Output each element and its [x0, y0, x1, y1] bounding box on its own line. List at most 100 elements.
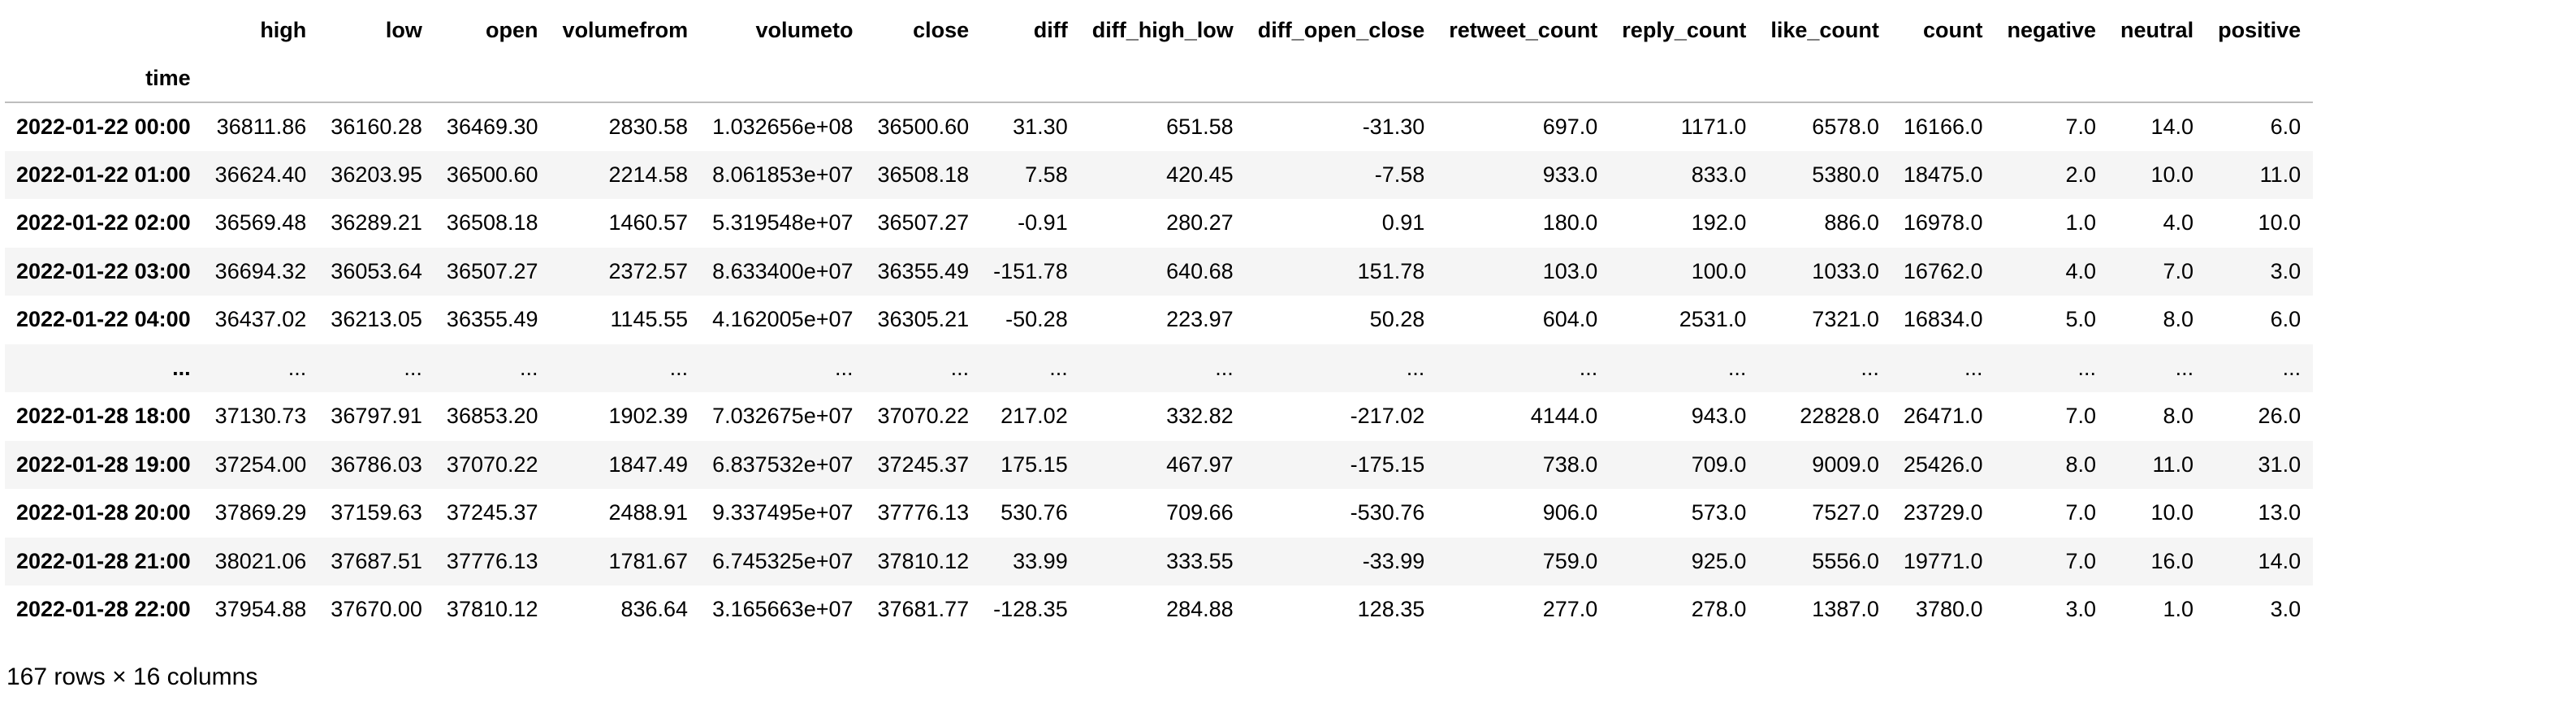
table-cell: 31.0 [2258, 452, 2302, 477]
table-cell: 37776.13 [877, 500, 970, 525]
table-cell: 604.0 [1542, 307, 1598, 332]
table-cell: 50.28 [1369, 307, 1425, 332]
table-cell: ... [1861, 355, 1879, 380]
shape-summary: 167 rows × 16 columns [6, 663, 258, 690]
table-cell: 7527.0 [1812, 500, 1879, 525]
table-cell: 933.0 [1542, 162, 1598, 187]
table-cell: 8.0 [2065, 452, 2097, 477]
table-header: high low open volumefrom volumeto close diff di… [5, 6, 2314, 102]
empty-header-cell [1437, 54, 1610, 102]
row-index-cell: 2022-01-22 04:00 [16, 307, 191, 332]
table-cell: 37776.13 [446, 548, 538, 573]
table-cell: 277.0 [1542, 597, 1598, 622]
table-cell: 836.64 [620, 597, 689, 622]
table-cell: ... [2282, 355, 2302, 380]
column-header: volumefrom [562, 18, 689, 42]
table-cell: 833.0 [1691, 162, 1747, 187]
table-cell: 1460.57 [608, 210, 689, 236]
table-cell: 8.0 [2163, 404, 2194, 429]
column-header: negative [2007, 18, 2097, 42]
empty-header-cell [700, 54, 865, 102]
table-cell: 37670.00 [331, 597, 422, 622]
table-cell: 3.0 [2270, 597, 2302, 622]
table-cell: -151.78 [993, 258, 1068, 283]
table-cell: 7.0 [2163, 258, 2194, 283]
table-row: 2022-01-28 20:00 37869.29 37159.63 37245.37… [5, 489, 2313, 538]
table-cell: 3780.0 [1915, 597, 1983, 622]
table-cell: 8.061853e+07 [712, 162, 854, 187]
column-header: neutral [2120, 18, 2194, 42]
table-cell: 128.35 [1357, 597, 1425, 622]
column-header: like_count [1770, 18, 1879, 42]
table-cell: 8.0 [2163, 307, 2194, 332]
table-cell: 36624.40 [214, 162, 307, 187]
table-cell: 8.633400e+07 [712, 258, 854, 283]
table-cell: 175.15 [1001, 452, 1068, 477]
table-cell: 36305.21 [877, 307, 970, 332]
table-cell: 7.0 [2065, 548, 2097, 573]
table-cell: 37687.51 [331, 548, 422, 573]
table-cell: 26471.0 [1903, 404, 1983, 429]
table-cell: ... [2077, 355, 2097, 380]
row-index-cell: 2022-01-22 00:00 [16, 114, 191, 139]
row-index-cell: 2022-01-28 19:00 [16, 452, 191, 477]
table-cell: 33.99 [1013, 548, 1068, 573]
table-row: 2022-01-28 19:00 37254.00 36786.03 37070.22… [5, 440, 2314, 489]
table-cell: 36437.02 [214, 307, 307, 332]
empty-header-cell [2206, 54, 2313, 102]
row-index-cell: 2022-01-22 02:00 [16, 210, 191, 236]
table-cell: -128.35 [993, 597, 1068, 622]
table-cell: 36355.49 [877, 258, 970, 283]
table-cell: 10.0 [2150, 500, 2194, 525]
table-cell: 36213.05 [331, 307, 422, 332]
table-cell: 709.0 [1691, 452, 1747, 477]
table-cell: ... [2175, 355, 2194, 380]
table-cell: 640.68 [1166, 258, 1234, 283]
table-cell: -7.58 [1374, 162, 1425, 187]
index-name-row: time [5, 54, 2314, 102]
table-cell: 7321.0 [1812, 307, 1879, 332]
table-cell: 38021.06 [214, 548, 307, 573]
table-cell: 31.30 [1013, 114, 1068, 139]
table-cell: 573.0 [1691, 500, 1747, 525]
row-index-cell: 2022-01-28 18:00 [16, 404, 191, 429]
table-cell: 14.0 [2150, 114, 2194, 139]
table-cell: 22828.0 [1800, 404, 1879, 429]
table-cell: 11.0 [2152, 452, 2194, 477]
dataframe-table: high low open volumefrom volumeto close diff di… [5, 6, 2314, 634]
table-row: 2022-01-22 01:00 36624.40 36203.95 36500.60… [5, 150, 2314, 199]
table-cell: ... [950, 355, 970, 380]
table-cell: 925.0 [1691, 548, 1747, 573]
table-cell: 37810.12 [877, 548, 970, 573]
table-cell: 37070.22 [446, 452, 538, 477]
table-cell: ... [1579, 355, 1598, 380]
empty-header-cell [1995, 54, 2109, 102]
table-cell: -530.76 [1350, 500, 1425, 525]
table-cell: 36203.95 [331, 162, 422, 187]
table-cell: 7.032675e+07 [712, 404, 854, 429]
table-cell: ... [287, 355, 307, 380]
table-cell: 36053.64 [331, 258, 422, 283]
empty-header-cell [203, 54, 319, 102]
table-cell: 3.165663e+07 [712, 597, 854, 622]
row-index-cell: 2022-01-28 21:00 [16, 548, 191, 573]
table-cell: -33.99 [1362, 548, 1425, 573]
table-cell: 333.55 [1166, 548, 1234, 573]
table-cell: 151.78 [1357, 258, 1425, 283]
column-header: positive [2218, 18, 2302, 42]
table-cell: 2488.91 [608, 500, 689, 525]
column-header: high [260, 18, 307, 42]
table-cell: 37254.00 [214, 452, 307, 477]
table-cell: 5380.0 [1812, 162, 1879, 187]
table-cell: 4.162005e+07 [712, 307, 854, 332]
table-cell: -217.02 [1350, 404, 1425, 429]
table-cell: 36469.30 [446, 114, 538, 139]
table-cell: 1.032656e+08 [712, 114, 854, 139]
table-cell: 2372.57 [608, 258, 689, 283]
table-cell: 7.0 [2065, 500, 2097, 525]
empty-header-cell [318, 54, 434, 102]
row-index-cell: 2022-01-28 20:00 [16, 500, 191, 525]
table-cell: 9009.0 [1812, 452, 1879, 477]
empty-header-cell [2108, 54, 2206, 102]
table-cell: -50.28 [1005, 307, 1068, 332]
